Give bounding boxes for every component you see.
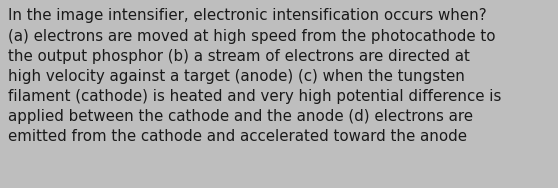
Text: In the image intensifier, electronic intensification occurs when?
(a) electrons : In the image intensifier, electronic int… [8,8,501,144]
